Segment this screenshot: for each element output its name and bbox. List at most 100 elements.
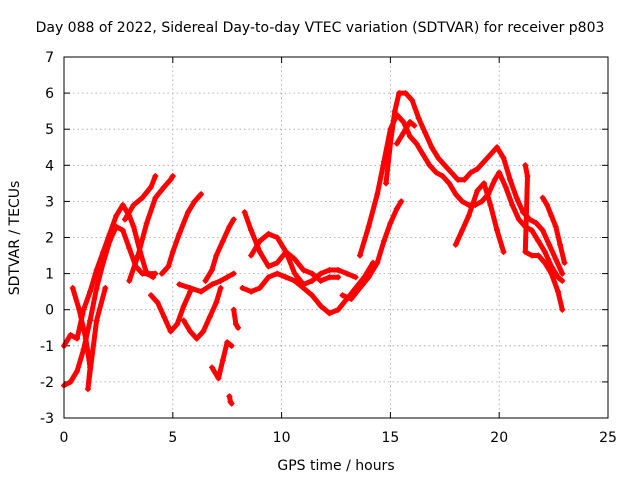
data-point [200, 328, 207, 335]
data-point [174, 321, 181, 328]
data-point [126, 277, 133, 284]
data-point [515, 216, 522, 223]
data-point [528, 227, 535, 234]
data-point [169, 173, 176, 180]
data-point [126, 245, 133, 252]
data-point [100, 259, 107, 266]
data-point [274, 234, 281, 241]
data-point [113, 212, 120, 219]
data-point [187, 285, 194, 292]
data-point [67, 378, 74, 385]
data-point [213, 299, 220, 306]
data-point [467, 169, 474, 176]
data-point [152, 173, 159, 180]
data-point [235, 324, 242, 331]
data-point [219, 238, 226, 245]
data-point [411, 122, 418, 129]
data-point [215, 375, 222, 382]
data-point [339, 292, 346, 299]
data-point [441, 162, 448, 169]
data-point [528, 252, 535, 259]
series-track-o [239, 259, 376, 317]
axis-ticks: 0 5 10 15 20 25 -3 -2 -1 0 1 2 3 4 5 6 7 [40, 50, 617, 446]
data-point [165, 263, 172, 270]
y-tick-label: 2 [45, 231, 54, 247]
data-point [500, 248, 507, 255]
data-point [387, 220, 394, 227]
data-point [69, 285, 76, 292]
data-point [552, 256, 559, 263]
data-point [396, 90, 403, 97]
series-track-k [208, 339, 235, 382]
data-point [559, 277, 566, 284]
data-point [230, 270, 237, 277]
data-point [154, 299, 161, 306]
data-point [352, 274, 359, 281]
data-point [148, 183, 155, 190]
data-point [522, 162, 529, 169]
data-point [461, 176, 468, 183]
data-point [309, 277, 316, 284]
data-point [474, 165, 481, 172]
data-point [500, 155, 507, 162]
data-point [265, 274, 272, 281]
y-tick-label: 3 [45, 194, 54, 210]
data-point [224, 339, 231, 346]
data-point [335, 274, 342, 281]
data-point [317, 303, 324, 310]
data-point [539, 227, 546, 234]
data-point [402, 90, 409, 97]
series-track-g [158, 191, 205, 277]
data-point [265, 230, 272, 237]
data-point [256, 285, 263, 292]
data-point [561, 259, 568, 266]
data-point [383, 180, 390, 187]
y-tick-label: -1 [40, 339, 54, 355]
data-point [317, 277, 324, 284]
data-point [187, 328, 194, 335]
data-point [87, 317, 94, 324]
data-point [180, 303, 187, 310]
data-point [478, 198, 485, 205]
y-tick-label: -2 [40, 375, 54, 391]
data-point [480, 158, 487, 165]
data-point [387, 140, 394, 147]
data-point [309, 292, 316, 299]
data-point [228, 400, 235, 407]
data-point [152, 270, 159, 277]
data-point [191, 198, 198, 205]
data-point [365, 223, 372, 230]
series-track-j [202, 216, 237, 284]
y-tick-label: 1 [45, 267, 54, 283]
data-point [87, 288, 94, 295]
data-point [265, 263, 272, 270]
data-point [241, 209, 248, 216]
series-track-m [230, 306, 242, 331]
series-track-t [393, 118, 418, 147]
data-point [428, 144, 435, 151]
data-point [152, 194, 159, 201]
data-point [119, 202, 126, 209]
data-point [554, 274, 561, 281]
series-trace [202, 216, 237, 284]
data-point [217, 277, 224, 284]
data-point [180, 317, 187, 324]
data-point [480, 180, 487, 187]
data-point [208, 266, 215, 273]
data-point [459, 227, 466, 234]
data-point [557, 241, 564, 248]
data-point [491, 176, 498, 183]
data-point [84, 386, 91, 393]
data-point [326, 266, 333, 273]
y-tick-label: 7 [45, 50, 54, 66]
data-point [158, 270, 165, 277]
data-point [282, 248, 289, 255]
data-point [148, 292, 155, 299]
data-point [248, 252, 255, 259]
x-tick-label: 15 [381, 430, 399, 446]
data-point [326, 310, 333, 317]
data-point [167, 176, 174, 183]
series-track-s [383, 90, 566, 277]
data-point [226, 393, 233, 400]
